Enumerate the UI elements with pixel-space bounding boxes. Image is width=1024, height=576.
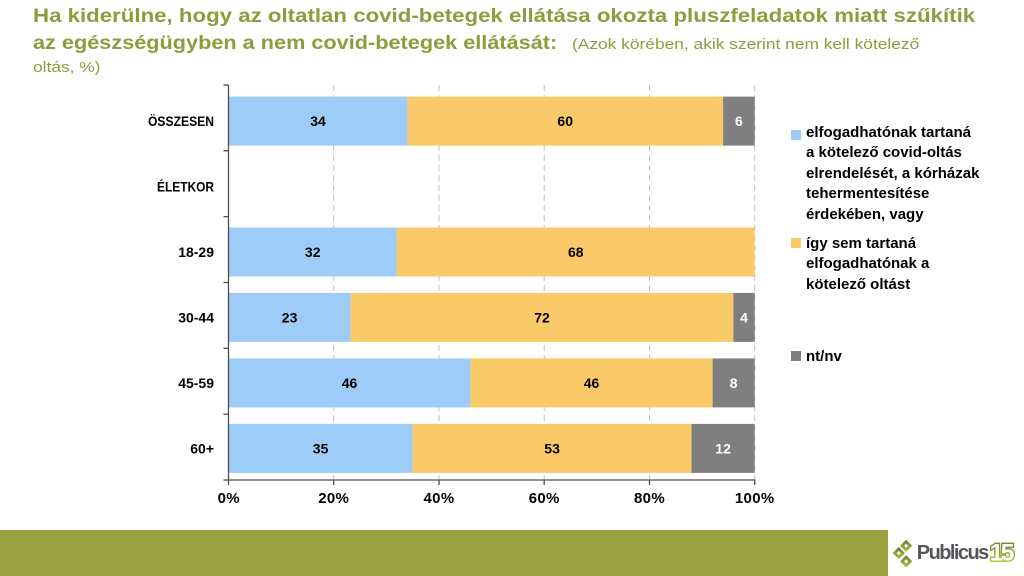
svg-text:60%: 60% [529, 490, 560, 507]
svg-text:60: 60 [557, 113, 573, 129]
svg-text:6: 6 [735, 113, 743, 129]
svg-text:46: 46 [342, 375, 358, 391]
svg-text:15: 15 [990, 539, 1014, 566]
svg-text:32: 32 [305, 244, 321, 260]
svg-text:12: 12 [715, 440, 731, 456]
svg-text:80%: 80% [634, 490, 665, 507]
svg-text:53: 53 [544, 440, 560, 456]
svg-text:68: 68 [568, 244, 584, 260]
svg-text:60+: 60+ [190, 440, 214, 456]
svg-text:ÖSSZESEN: ÖSSZESEN [148, 113, 214, 129]
svg-text:Publicus: Publicus [917, 542, 989, 564]
svg-text:4: 4 [740, 310, 748, 326]
svg-text:ÉLETKOR: ÉLETKOR [157, 179, 214, 195]
svg-text:35: 35 [313, 440, 329, 456]
svg-text:100%: 100% [735, 490, 775, 507]
svg-text:72: 72 [534, 310, 550, 326]
svg-text:34: 34 [310, 113, 326, 129]
svg-text:40%: 40% [424, 490, 455, 507]
svg-text:0%: 0% [218, 490, 240, 507]
svg-text:8: 8 [730, 375, 738, 391]
svg-text:30-44: 30-44 [178, 310, 214, 326]
svg-text:18-29: 18-29 [178, 244, 214, 260]
svg-text:46: 46 [584, 375, 600, 391]
svg-text:20%: 20% [318, 490, 349, 507]
svg-text:23: 23 [282, 310, 298, 326]
svg-text:45-59: 45-59 [178, 375, 214, 391]
